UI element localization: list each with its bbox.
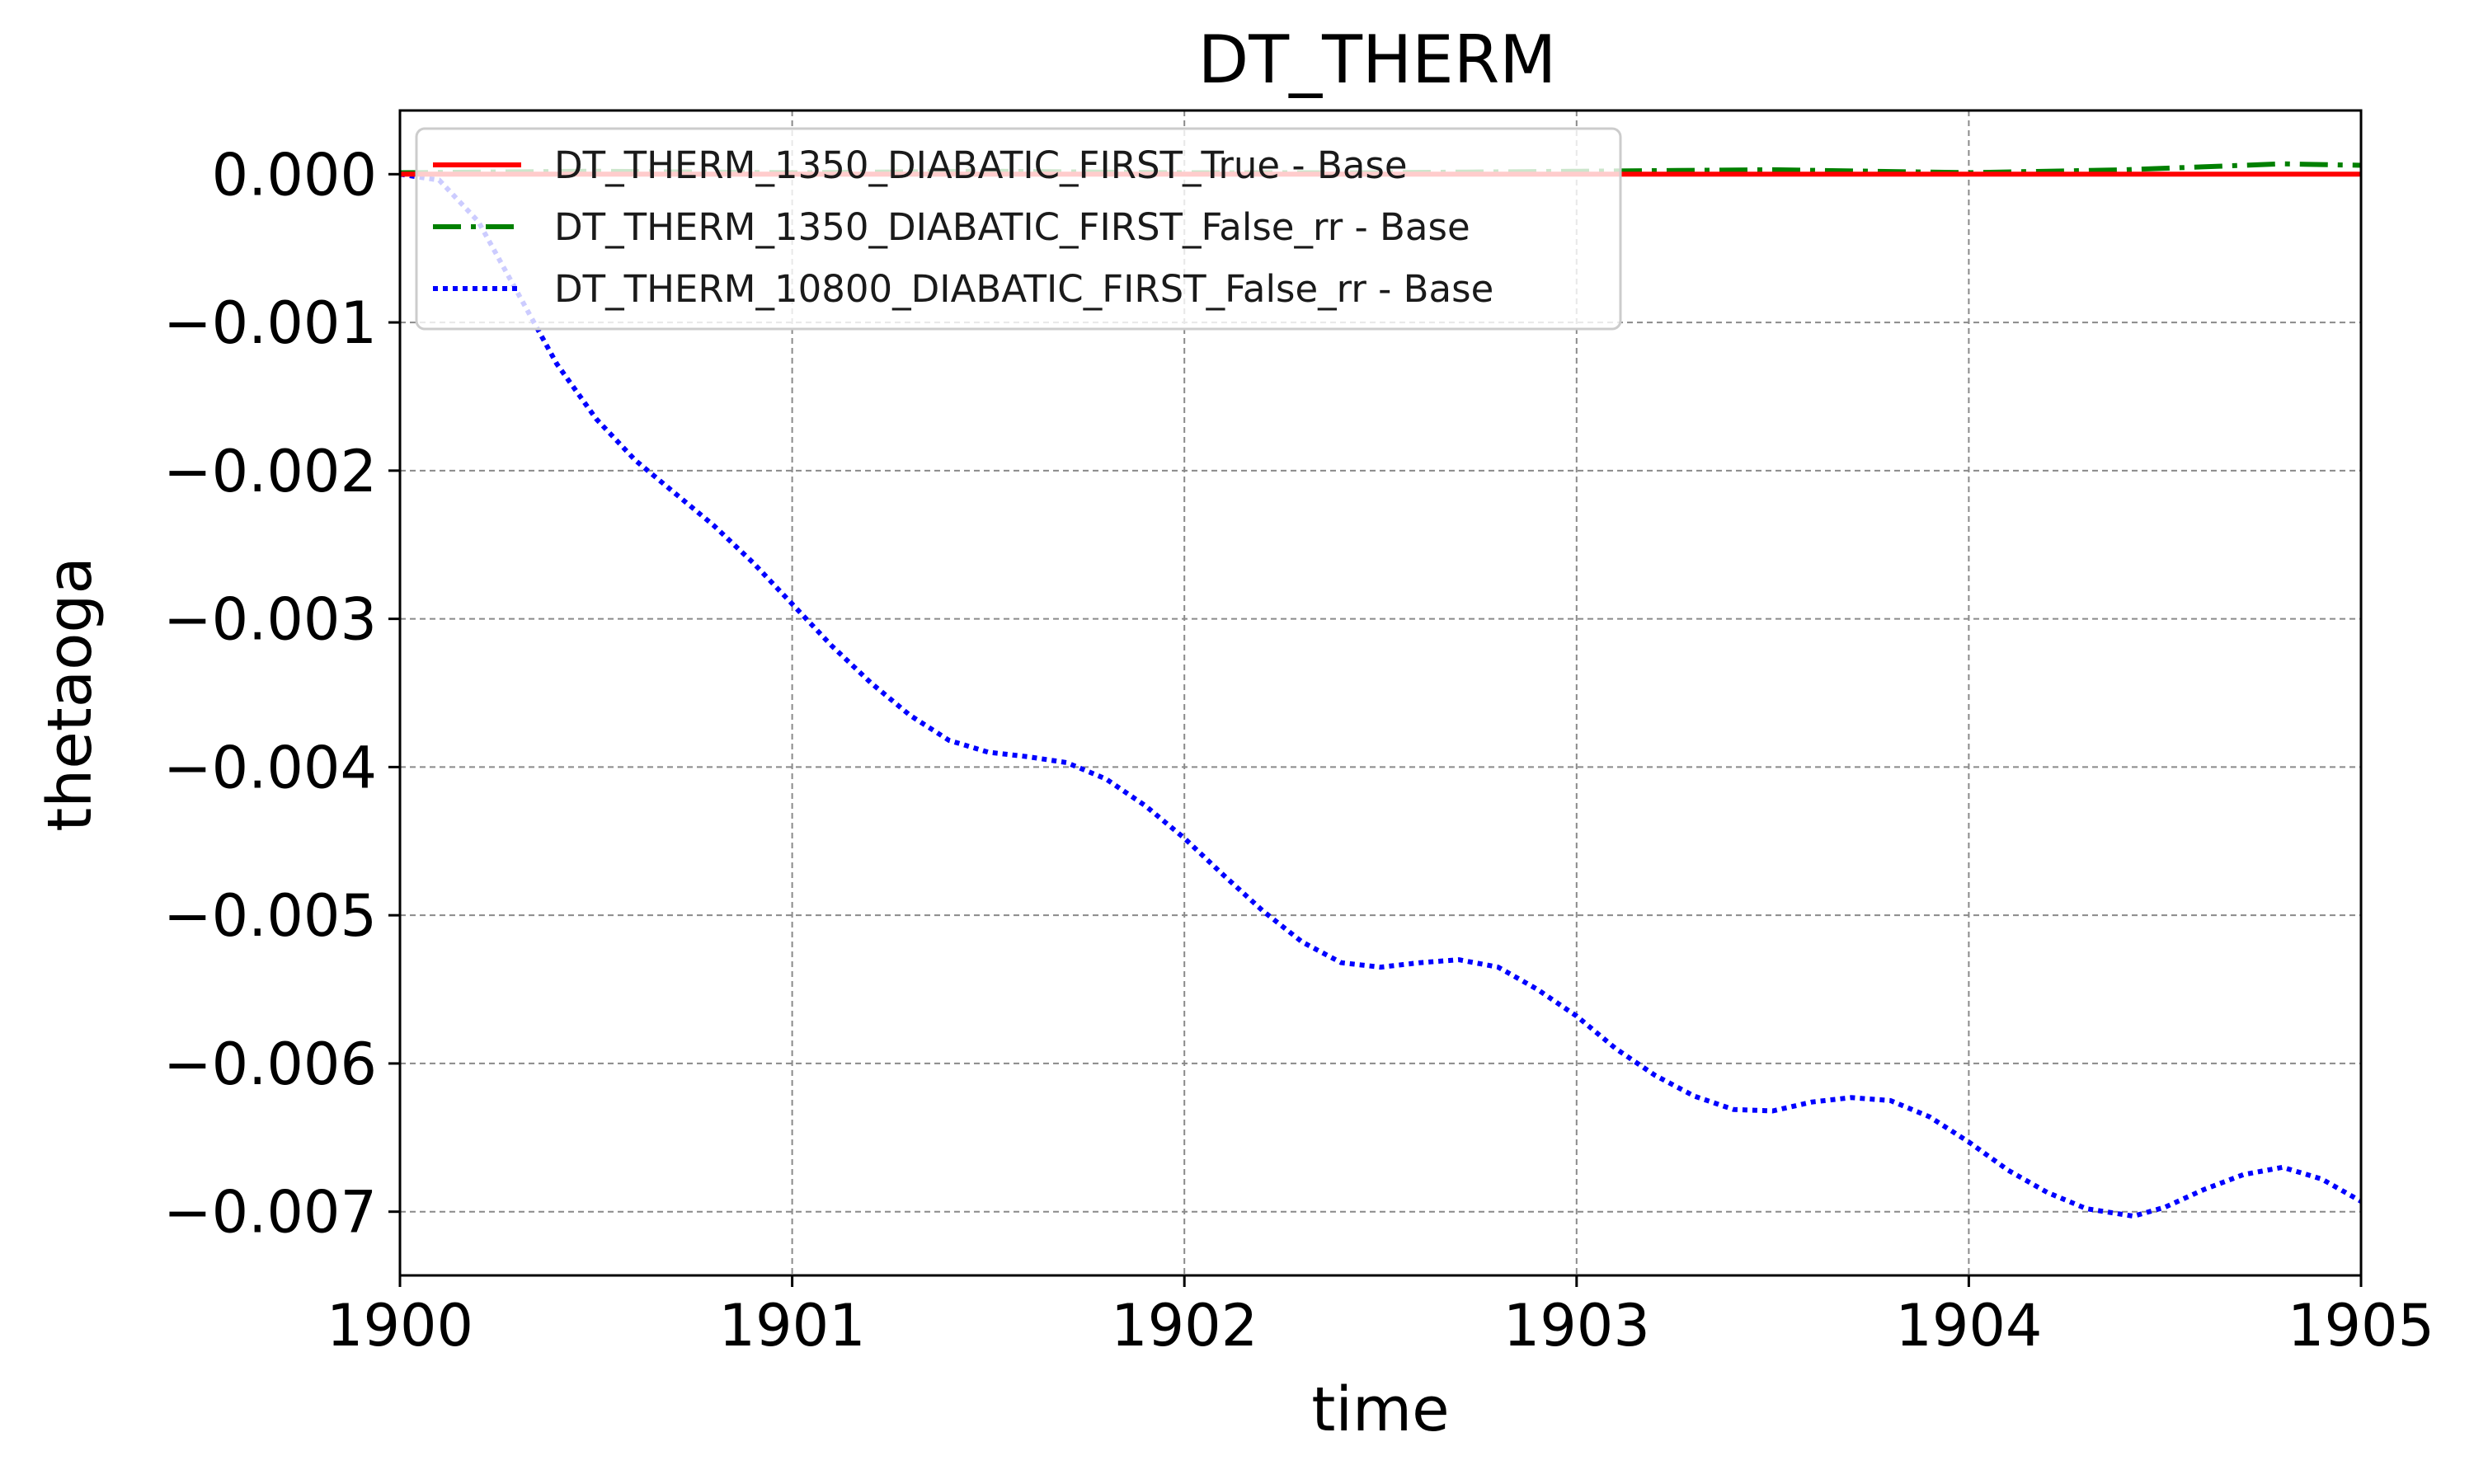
legend-label-1: DT_THERM_1350_DIABATIC_FIRST_True - Base (554, 143, 1408, 187)
legend: DT_THERM_1350_DIABATIC_FIRST_True - Base… (415, 127, 1622, 331)
x-tick-label: 1903 (1503, 1292, 1650, 1360)
y-tick-label: −0.006 (163, 1031, 377, 1098)
y-tick-label: −0.001 (163, 289, 377, 357)
legend-box (415, 127, 1622, 331)
legend-label-3: DT_THERM_10800_DIABATIC_FIRST_False_rr -… (554, 267, 1493, 311)
series-line-3 (399, 171, 2363, 1219)
y-tick-label: −0.002 (163, 438, 377, 505)
x-tick-label: 1900 (327, 1292, 473, 1360)
y-tick-label: −0.007 (163, 1179, 377, 1247)
legend-label-2: DT_THERM_1350_DIABATIC_FIRST_False_rr - … (554, 205, 1470, 249)
y-tick-label: 0.000 (212, 141, 377, 209)
y-tick-label: −0.004 (163, 734, 377, 801)
y-axis-title: thetaoga (35, 556, 106, 831)
x-tick-label: 1904 (1895, 1292, 2042, 1360)
y-tick-label: −0.005 (163, 882, 377, 950)
y-axis: 0.000 −0.001 −0.002 −0.003 −0.004 −0.005 −0.00… (163, 141, 400, 1247)
x-tick-label: 1901 (719, 1292, 866, 1360)
y-tick-label: −0.003 (163, 586, 377, 654)
x-tick-label: 1902 (1111, 1292, 1258, 1360)
chart-title: DT_THERM (1198, 21, 1557, 98)
x-axis: 1900 1901 1902 1903 1904 1905 (327, 1275, 2434, 1360)
x-axis-title: time (1311, 1374, 1449, 1445)
plot-frame (398, 109, 2363, 1277)
x-tick-label: 1905 (2288, 1292, 2434, 1360)
